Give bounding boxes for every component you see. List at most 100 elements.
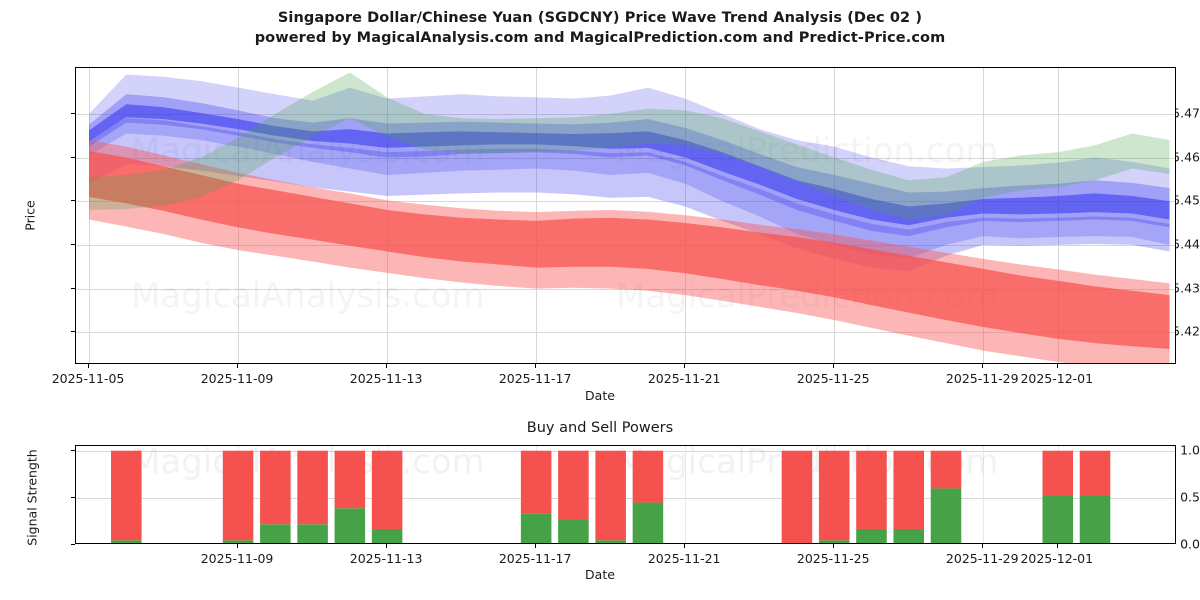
x-tick-label: 2025-11-05: [51, 371, 125, 386]
price-wave-bands: [89, 72, 1170, 363]
y-tick-mark: [71, 544, 75, 545]
x-tick-mark: [684, 364, 686, 368]
gridline-vertical: [834, 68, 836, 363]
sell-power-bar: [1042, 450, 1074, 496]
x-tick-label: 2025-11-29: [945, 371, 1019, 386]
buy-power-bar: [595, 540, 626, 543]
page-subtitle: powered by MagicalAnalysis.com and Magic…: [254, 30, 946, 46]
x-tick-label: 2025-11-25: [796, 371, 870, 386]
sell-power-bar: [297, 450, 328, 525]
gridline-vertical: [983, 68, 985, 363]
buy-power-bar: [371, 528, 403, 543]
x-tick-label: 2025-11-21: [647, 371, 721, 386]
buy-power-bar: [893, 528, 925, 543]
x-tick-mark: [535, 544, 537, 548]
buy-power-bar: [632, 502, 664, 543]
y-tick-label: 5.46: [1172, 149, 1200, 165]
x-tick-mark: [535, 364, 537, 368]
x-tick-label: 2025-11-09: [200, 551, 274, 566]
signal-panel-title: Buy and Sell Powers: [526, 420, 674, 436]
x-tick-mark: [237, 364, 239, 368]
y-tick-mark: [71, 287, 75, 289]
buy-power-bar: [1042, 495, 1074, 543]
y-tick-label: 5.45: [1172, 192, 1200, 208]
gridline-horizontal: [76, 288, 1175, 290]
wave-band-blue-band-lower-wide: [89, 118, 1170, 272]
x-tick-label: 2025-11-29: [945, 551, 1019, 566]
y-tick-mark: [71, 243, 75, 245]
sell-power-bar: [856, 450, 887, 529]
x-tick-label: 2025-11-13: [349, 551, 423, 566]
sell-power-bar: [371, 450, 403, 529]
sell-power-bar: [632, 450, 664, 503]
sell-power-bar: [111, 450, 142, 541]
x-tick-mark: [833, 544, 835, 548]
x-tick-mark: [386, 364, 388, 368]
sell-power-bar: [893, 450, 925, 529]
x-tick-label: 2025-11-17: [498, 551, 572, 566]
sell-power-bar: [558, 450, 589, 520]
y-tick-mark: [71, 112, 75, 114]
y-tick-mark: [71, 331, 75, 333]
buy-power-bar: [260, 524, 291, 543]
sell-power-bar: [781, 450, 813, 543]
gridline-horizontal: [76, 332, 1175, 334]
x-tick-mark: [982, 364, 984, 368]
x-tick-label: 2025-11-25: [796, 551, 870, 566]
signal-x-axis-title: Date: [585, 567, 615, 582]
sell-power-bar: [595, 450, 626, 541]
y-tick-mark: [71, 496, 75, 498]
x-tick-mark: [1056, 544, 1058, 548]
x-tick-label: 2025-11-17: [498, 371, 572, 386]
page-title: Singapore Dollar/Chinese Yuan (SGDCNY) P…: [277, 10, 923, 26]
price-x-axis-title: Date: [585, 388, 615, 403]
y-tick-label: 5.43: [1172, 280, 1200, 296]
x-tick-label: 2025-12-01: [1020, 551, 1094, 566]
x-tick-mark: [684, 544, 686, 548]
x-tick-label: 2025-11-13: [349, 371, 423, 386]
wave-band-red-band-outer: [89, 140, 1170, 363]
x-tick-mark: [88, 364, 90, 368]
gridline-vertical: [536, 68, 538, 363]
sell-power-bar: [260, 450, 291, 525]
gridline-vertical: [89, 68, 91, 363]
x-tick-label: 2025-11-09: [200, 371, 274, 386]
price-chart-panel: Price 5.42 5.43 5.44 5.45 5.46 5.47 2025-11-0…: [22, 67, 1200, 403]
signal-plot-area: MagicalAnalysis.com MagicalPrediction.co…: [75, 445, 1176, 544]
buy-power-bar: [334, 508, 366, 543]
gridline-horizontal: [76, 157, 1175, 159]
y-tick-label: 5.42: [1172, 323, 1200, 339]
gridline-horizontal: [76, 113, 1175, 115]
x-tick-mark: [1056, 364, 1058, 368]
y-tick-mark: [71, 156, 75, 158]
sell-power-bar: [334, 450, 366, 509]
x-tick-label: 2025-12-01: [1020, 371, 1094, 386]
buy-power-bar: [222, 540, 254, 543]
x-tick-mark: [386, 544, 388, 548]
signal-chart-panel: Buy and Sell Powers Signal Strength 0.0 0…: [0, 415, 1200, 600]
gridline-vertical: [1057, 68, 1059, 363]
x-tick-label: 2025-11-21: [647, 551, 721, 566]
price-y-axis-title: Price: [22, 200, 38, 231]
x-tick-mark: [982, 544, 984, 548]
sell-power-bar: [930, 450, 962, 489]
price-plot-area: MagicalAnalysis.com MagicalPrediction.co…: [75, 67, 1176, 364]
y-tick-label: 5.44: [1172, 236, 1200, 252]
sell-power-bar: [520, 450, 552, 514]
signal-bars: [111, 450, 1111, 543]
y-tick-label: 1.0: [1180, 442, 1200, 458]
x-tick-mark: [833, 364, 835, 368]
buy-power-bar: [297, 524, 328, 543]
y-tick-label: 5.47: [1172, 105, 1200, 121]
y-tick-mark: [71, 449, 75, 451]
wave-band-blue-band-mid: [89, 94, 1170, 237]
buy-power-bar: [520, 513, 552, 543]
buy-power-bar: [111, 540, 142, 543]
buy-power-bar: [930, 488, 962, 543]
buy-power-bar: [1079, 495, 1111, 543]
y-tick-mark: [71, 200, 75, 202]
gridline-vertical: [685, 68, 687, 363]
wave-band-green-band: [89, 72, 1170, 220]
sell-power-bar: [222, 450, 254, 541]
